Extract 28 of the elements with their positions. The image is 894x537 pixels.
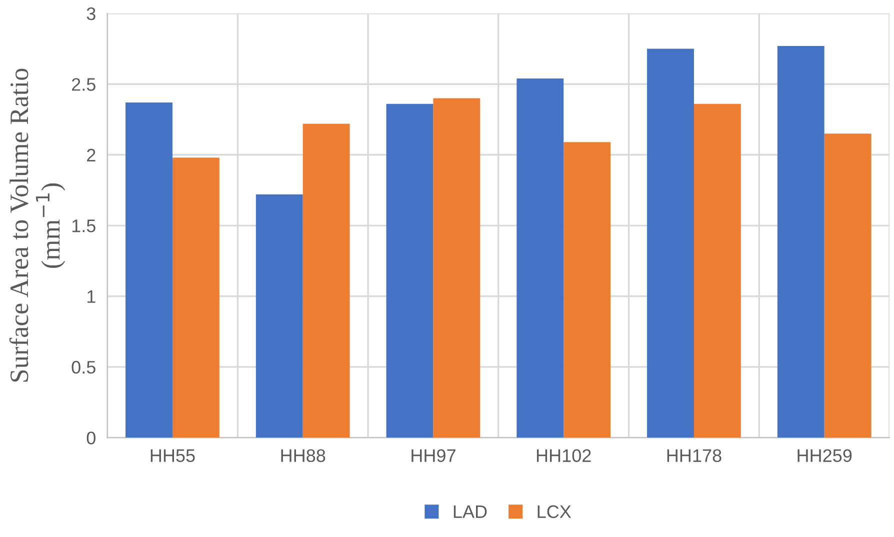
y-tick-label: 0 (86, 432, 96, 444)
y-tick-label: 3 (86, 7, 96, 20)
y-tick-label: 1.5 (72, 220, 96, 232)
y-axis-title: Surface Area to Volume Ratio (mm$^{−1}$) (9, 68, 66, 382)
bar (824, 134, 872, 438)
bar (564, 142, 611, 438)
y-tick-label: 2 (87, 148, 96, 162)
bar (647, 48, 694, 438)
bar (694, 104, 741, 438)
x-tick-label: HH55 (150, 449, 195, 462)
y-tick-label: 1 (88, 290, 96, 303)
bar (386, 104, 434, 438)
x-tick-label: HH259 (798, 449, 852, 462)
x-tick-label: HH102 (536, 449, 591, 462)
bar (777, 46, 824, 438)
x-tick-label: HH97 (412, 449, 456, 462)
bar (302, 124, 350, 438)
bar (433, 98, 480, 438)
x-tick-label: HH178 (667, 449, 722, 462)
x-tick-label: HH88 (281, 449, 326, 462)
y-tick-label: 0.5 (72, 360, 96, 374)
legend-label: LCX (538, 505, 572, 518)
bar (126, 102, 172, 438)
bar (172, 158, 220, 438)
bar (256, 194, 303, 438)
y-tick-label: 2.5 (72, 78, 96, 91)
bar (516, 78, 564, 438)
legend-label: LAD (454, 505, 487, 518)
